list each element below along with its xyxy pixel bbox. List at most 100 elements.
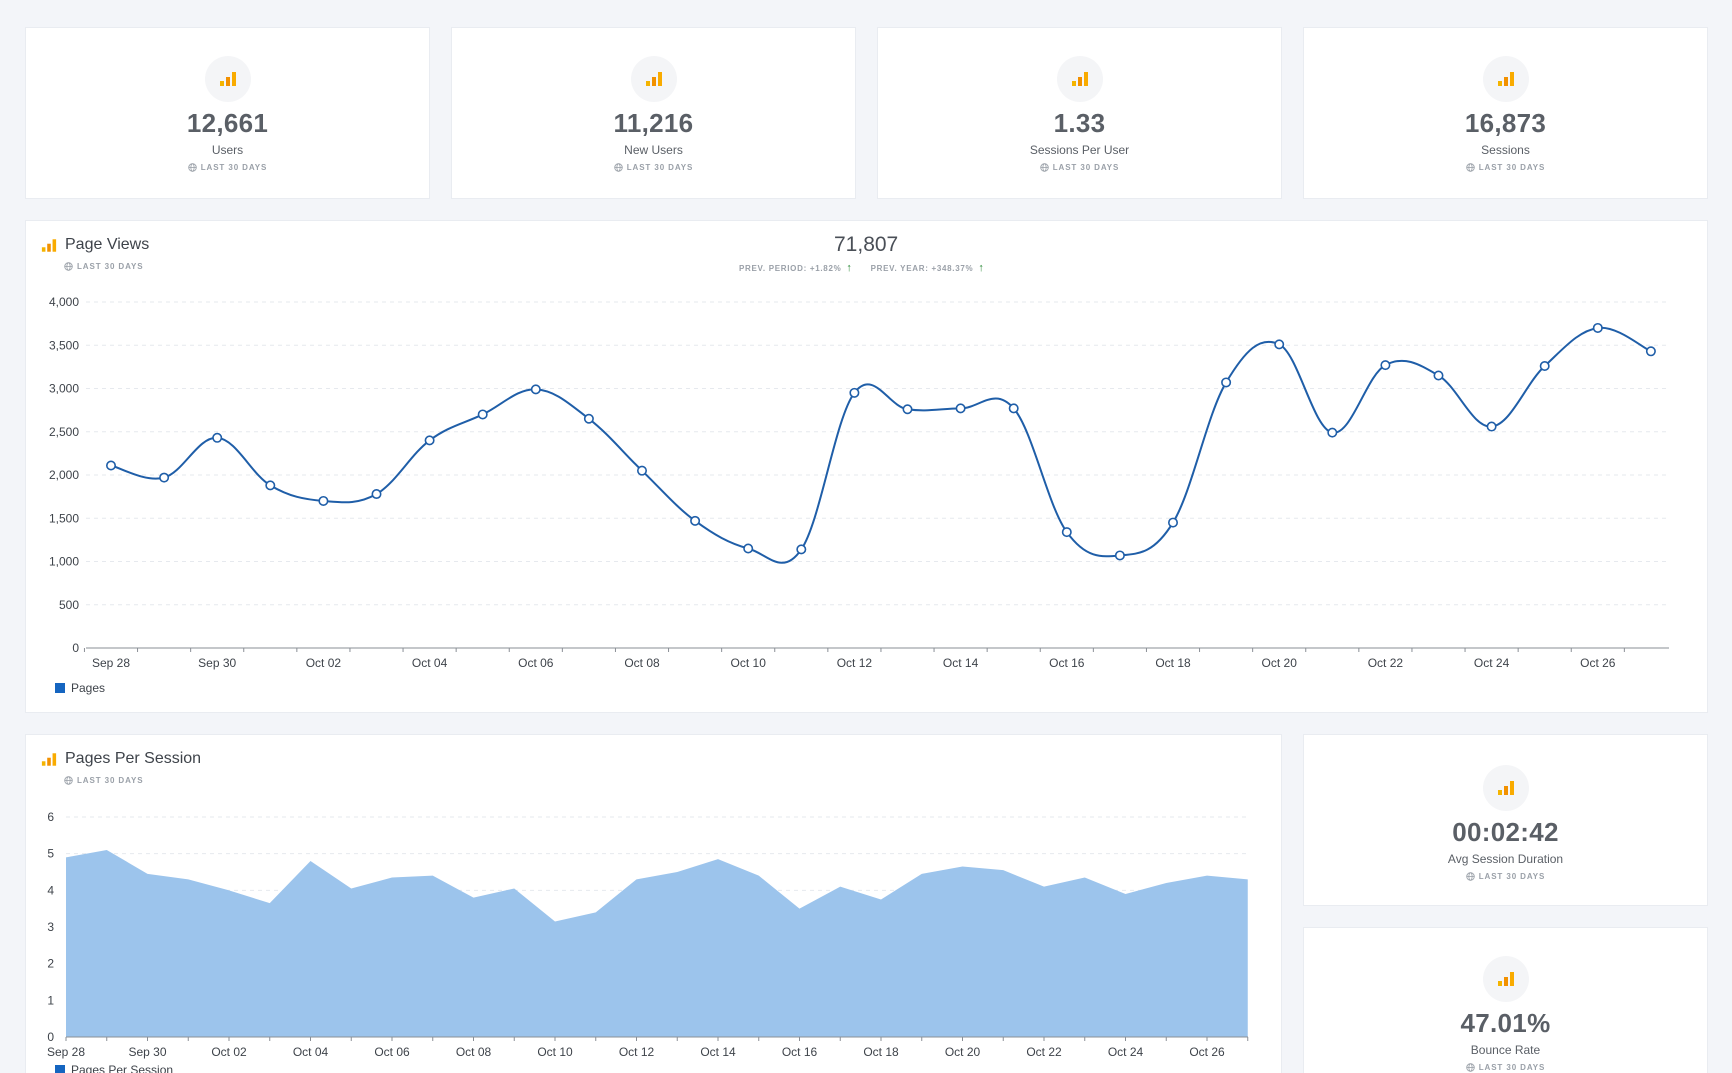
chart-period: LAST 30 DAYS xyxy=(64,776,144,785)
analytics-icon xyxy=(630,56,677,102)
data-point xyxy=(1274,339,1285,350)
stat-value: 00:02:42 xyxy=(1452,817,1559,847)
x-tick-label: Oct 06 xyxy=(518,656,554,670)
stat-value: 11,216 xyxy=(613,108,694,138)
data-point xyxy=(796,544,807,555)
stat-period: LAST 30 DAYS xyxy=(1466,872,1546,881)
data-point xyxy=(212,432,223,443)
stat-card-avg-session-duration: 00:02:42 Avg Session Duration LAST 30 DA… xyxy=(1303,734,1708,906)
stat-label: Users xyxy=(211,143,244,157)
x-tick-label: Oct 16 xyxy=(782,1045,818,1059)
data-point xyxy=(318,495,329,506)
chart-title-text: Pages Per Session xyxy=(65,750,202,767)
x-tick-label: Oct 04 xyxy=(293,1045,329,1059)
stat-card-sessions: 16,873 Sessions LAST 30 DAYS xyxy=(1303,27,1708,199)
x-tick-label: Oct 14 xyxy=(700,1045,736,1059)
x-tick-label: Oct 24 xyxy=(1474,656,1510,670)
pages-per-session-chart: 0 1 2 3 4 5 6 Sep 28 Sep 30 Oct 02 Oct 04 Oct 06 Oct… xyxy=(47,810,1249,1073)
period-label: LAST 30 DAYS xyxy=(1478,163,1546,172)
stat-card-new-users: 11,216 New Users LAST 30 DAYS xyxy=(451,27,856,199)
globe-icon xyxy=(614,163,623,172)
data-point xyxy=(1592,322,1603,333)
y-tick-label: 2,000 xyxy=(49,468,79,482)
data-point xyxy=(743,543,754,554)
prev-period-text: PREV. PERIOD: +1.82% xyxy=(739,263,842,273)
x-tick-label: Oct 02 xyxy=(211,1045,247,1059)
y-tick-label: 1,000 xyxy=(49,555,79,569)
data-point xyxy=(424,435,435,446)
y-tick-label: 3 xyxy=(47,920,54,934)
x-tick-label: Oct 02 xyxy=(306,656,342,670)
data-point xyxy=(159,472,170,483)
period-label: LAST 30 DAYS xyxy=(77,262,144,271)
data-point xyxy=(902,404,913,415)
pages-per-session-title: Pages Per Session xyxy=(41,750,201,768)
stat-label: New Users xyxy=(624,143,683,157)
stat-period: LAST 30 DAYS xyxy=(614,163,694,172)
stat-period: LAST 30 DAYS xyxy=(1466,163,1546,172)
x-tick-label: Oct 14 xyxy=(943,656,979,670)
x-tick-label: Oct 16 xyxy=(1049,656,1085,670)
data-point xyxy=(955,403,966,414)
legend-swatch xyxy=(55,1065,65,1073)
x-tick-label: Oct 12 xyxy=(619,1045,655,1059)
data-point xyxy=(1114,550,1125,561)
data-point xyxy=(583,413,594,424)
x-tick-label: Oct 08 xyxy=(624,656,660,670)
data-point xyxy=(1327,427,1338,438)
x-tick-label: Oct 10 xyxy=(537,1045,573,1059)
data-point xyxy=(530,384,541,395)
legend-label: Pages Per Session xyxy=(71,1063,173,1073)
stat-label: Avg Session Duration xyxy=(1447,852,1564,866)
period-label: LAST 30 DAYS xyxy=(1052,163,1120,172)
y-tick-label: 4,000 xyxy=(49,295,79,309)
stat-card-sessions-per-user: 1.33 Sessions Per User LAST 30 DAYS xyxy=(877,27,1282,199)
x-tick-label: Sep 28 xyxy=(92,656,130,670)
globe-icon xyxy=(1466,1063,1475,1072)
legend-label: Pages xyxy=(71,681,105,695)
series-line-pages xyxy=(110,326,1652,564)
analytics-icon xyxy=(41,752,57,766)
data-point xyxy=(1433,370,1444,381)
y-tick-label: 1 xyxy=(47,993,54,1007)
x-tick-label: Oct 22 xyxy=(1368,656,1404,670)
data-point xyxy=(1168,517,1179,528)
page-views-compare: PREV. PERIOD: +1.82% ↑ PREV. YEAR: +348.… xyxy=(739,262,985,274)
data-point xyxy=(849,387,860,398)
period-label: LAST 30 DAYS xyxy=(626,163,694,172)
x-tick-label: Oct 22 xyxy=(1026,1045,1062,1059)
prev-year-text: PREV. YEAR: +348.37% xyxy=(870,263,974,273)
x-tick-label: Oct 12 xyxy=(837,656,873,670)
data-point xyxy=(1221,377,1232,388)
globe-icon xyxy=(1466,872,1475,881)
data-point xyxy=(265,480,276,491)
page-views-title: Page Views xyxy=(41,236,149,254)
y-tick-label: 0 xyxy=(47,1030,54,1044)
x-tick-label: Oct 26 xyxy=(1580,656,1616,670)
x-tick-label: Oct 10 xyxy=(731,656,767,670)
x-tick-label: Oct 06 xyxy=(374,1045,410,1059)
period-label: LAST 30 DAYS xyxy=(77,776,144,785)
x-tick-label: Oct 24 xyxy=(1108,1045,1144,1059)
stat-label: Bounce Rate xyxy=(1470,1043,1541,1057)
period-label: LAST 30 DAYS xyxy=(1478,1063,1546,1072)
x-tick-label: Oct 08 xyxy=(456,1045,492,1059)
y-tick-label: 4 xyxy=(47,883,54,897)
stat-value: 47.01% xyxy=(1460,1008,1551,1038)
y-tick-label: 1,500 xyxy=(49,511,79,525)
globe-icon xyxy=(64,776,73,785)
x-tick-label: Sep 30 xyxy=(128,1045,166,1059)
x-tick-label: Sep 28 xyxy=(47,1045,85,1059)
data-point xyxy=(1645,346,1656,357)
x-tick-label: Oct 18 xyxy=(863,1045,899,1059)
arrow-up-icon: ↑ xyxy=(978,262,985,274)
x-tick-label: Oct 04 xyxy=(412,656,448,670)
analytics-icon xyxy=(1482,765,1529,811)
x-tick-label: Sep 30 xyxy=(198,656,236,670)
y-tick-label: 5 xyxy=(47,847,54,861)
y-tick-label: 2,500 xyxy=(49,425,79,439)
data-point xyxy=(477,409,488,420)
legend-swatch xyxy=(55,683,65,693)
globe-icon xyxy=(1466,163,1475,172)
globe-icon xyxy=(1040,163,1049,172)
